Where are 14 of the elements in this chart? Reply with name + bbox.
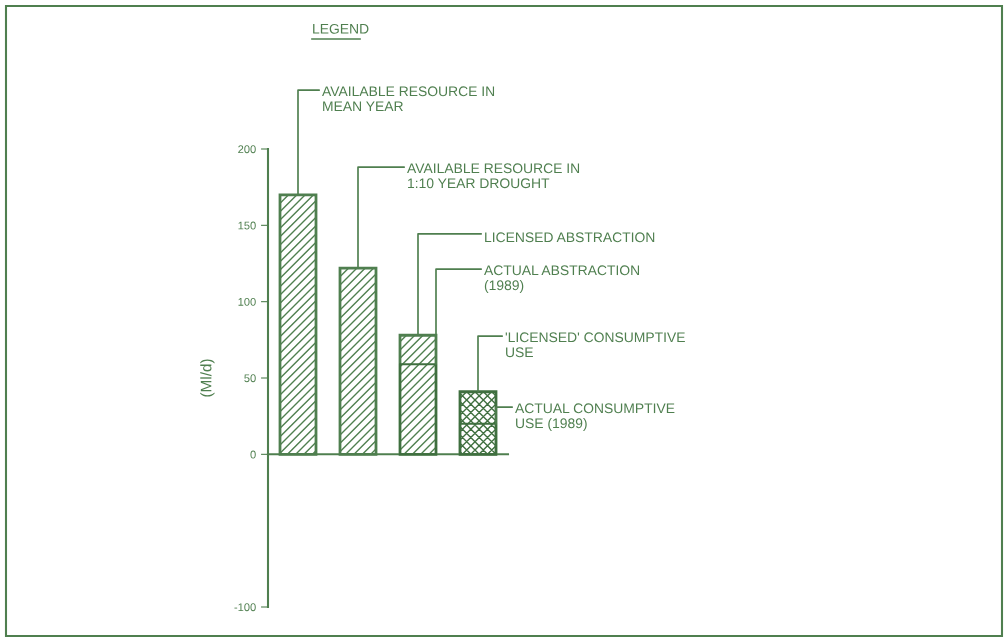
annotation: 'LICENSED' CONSUMPTIVE USE xyxy=(505,332,685,358)
y-tick-label: 200 xyxy=(238,145,256,154)
chart-title: LEGEND xyxy=(313,23,369,34)
annotation: AVAILABLE RESOURCE IN 1:10 YEAR DROUGHT xyxy=(407,163,580,189)
y-tick-label: 50 xyxy=(244,374,256,383)
annotation: LICENSED ABSTRACTION xyxy=(485,232,655,243)
y-axis-title: (Ml/d) xyxy=(200,359,215,397)
y-tick-label: 150 xyxy=(238,221,256,230)
y-tick-label: 0 xyxy=(250,450,256,459)
y-tick-label: 100 xyxy=(238,297,256,306)
text: ACTUAL CONSUMPTIVE USE (1989) xyxy=(515,403,675,431)
annotation: ACTUAL ABSTRACTION (1989) xyxy=(484,265,640,293)
text: AVAILABLE RESOURCE IN MEAN YEAR xyxy=(322,86,495,112)
y-tick-label: -100 xyxy=(234,603,256,612)
